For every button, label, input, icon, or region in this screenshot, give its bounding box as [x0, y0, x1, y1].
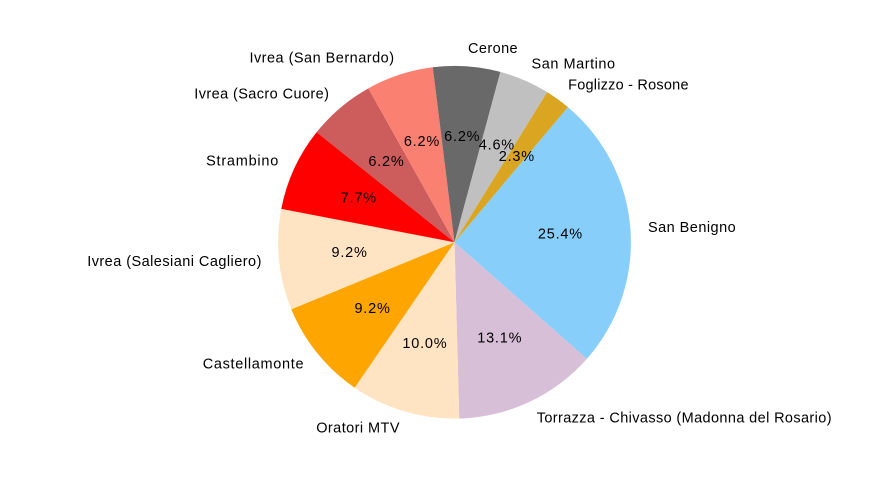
- svg-text:6.2%: 6.2%: [444, 129, 479, 145]
- svg-text:25.4%: 25.4%: [538, 227, 582, 243]
- svg-text:Castellamonte: Castellamonte: [203, 357, 304, 373]
- svg-text:Strambino: Strambino: [206, 153, 278, 169]
- svg-text:4.6%: 4.6%: [479, 138, 514, 154]
- svg-text:Torrazza - Chivasso (Madonna d: Torrazza - Chivasso (Madonna del Rosario…: [537, 410, 832, 426]
- svg-text:13.1%: 13.1%: [477, 331, 521, 347]
- svg-text:7.7%: 7.7%: [341, 190, 376, 206]
- svg-text:Ivrea (Sacro Cuore): Ivrea (Sacro Cuore): [194, 87, 329, 103]
- svg-text:2.3%: 2.3%: [499, 149, 534, 165]
- svg-text:Ivrea (San Bernardo): Ivrea (San Bernardo): [249, 50, 394, 66]
- svg-text:9.2%: 9.2%: [331, 245, 366, 261]
- svg-text:6.2%: 6.2%: [368, 154, 403, 170]
- svg-text:San Benigno: San Benigno: [648, 220, 736, 236]
- svg-text:San Martino: San Martino: [532, 57, 616, 73]
- svg-text:Ivrea (Salesiani Cagliero): Ivrea (Salesiani Cagliero): [87, 254, 261, 270]
- svg-text:Cerone: Cerone: [468, 41, 518, 57]
- svg-text:Foglizzo - Rosone: Foglizzo - Rosone: [568, 77, 688, 93]
- svg-text:10.0%: 10.0%: [402, 336, 446, 352]
- svg-text:Oratori MTV: Oratori MTV: [316, 421, 400, 437]
- svg-text:6.2%: 6.2%: [404, 134, 439, 150]
- svg-text:9.2%: 9.2%: [354, 301, 389, 317]
